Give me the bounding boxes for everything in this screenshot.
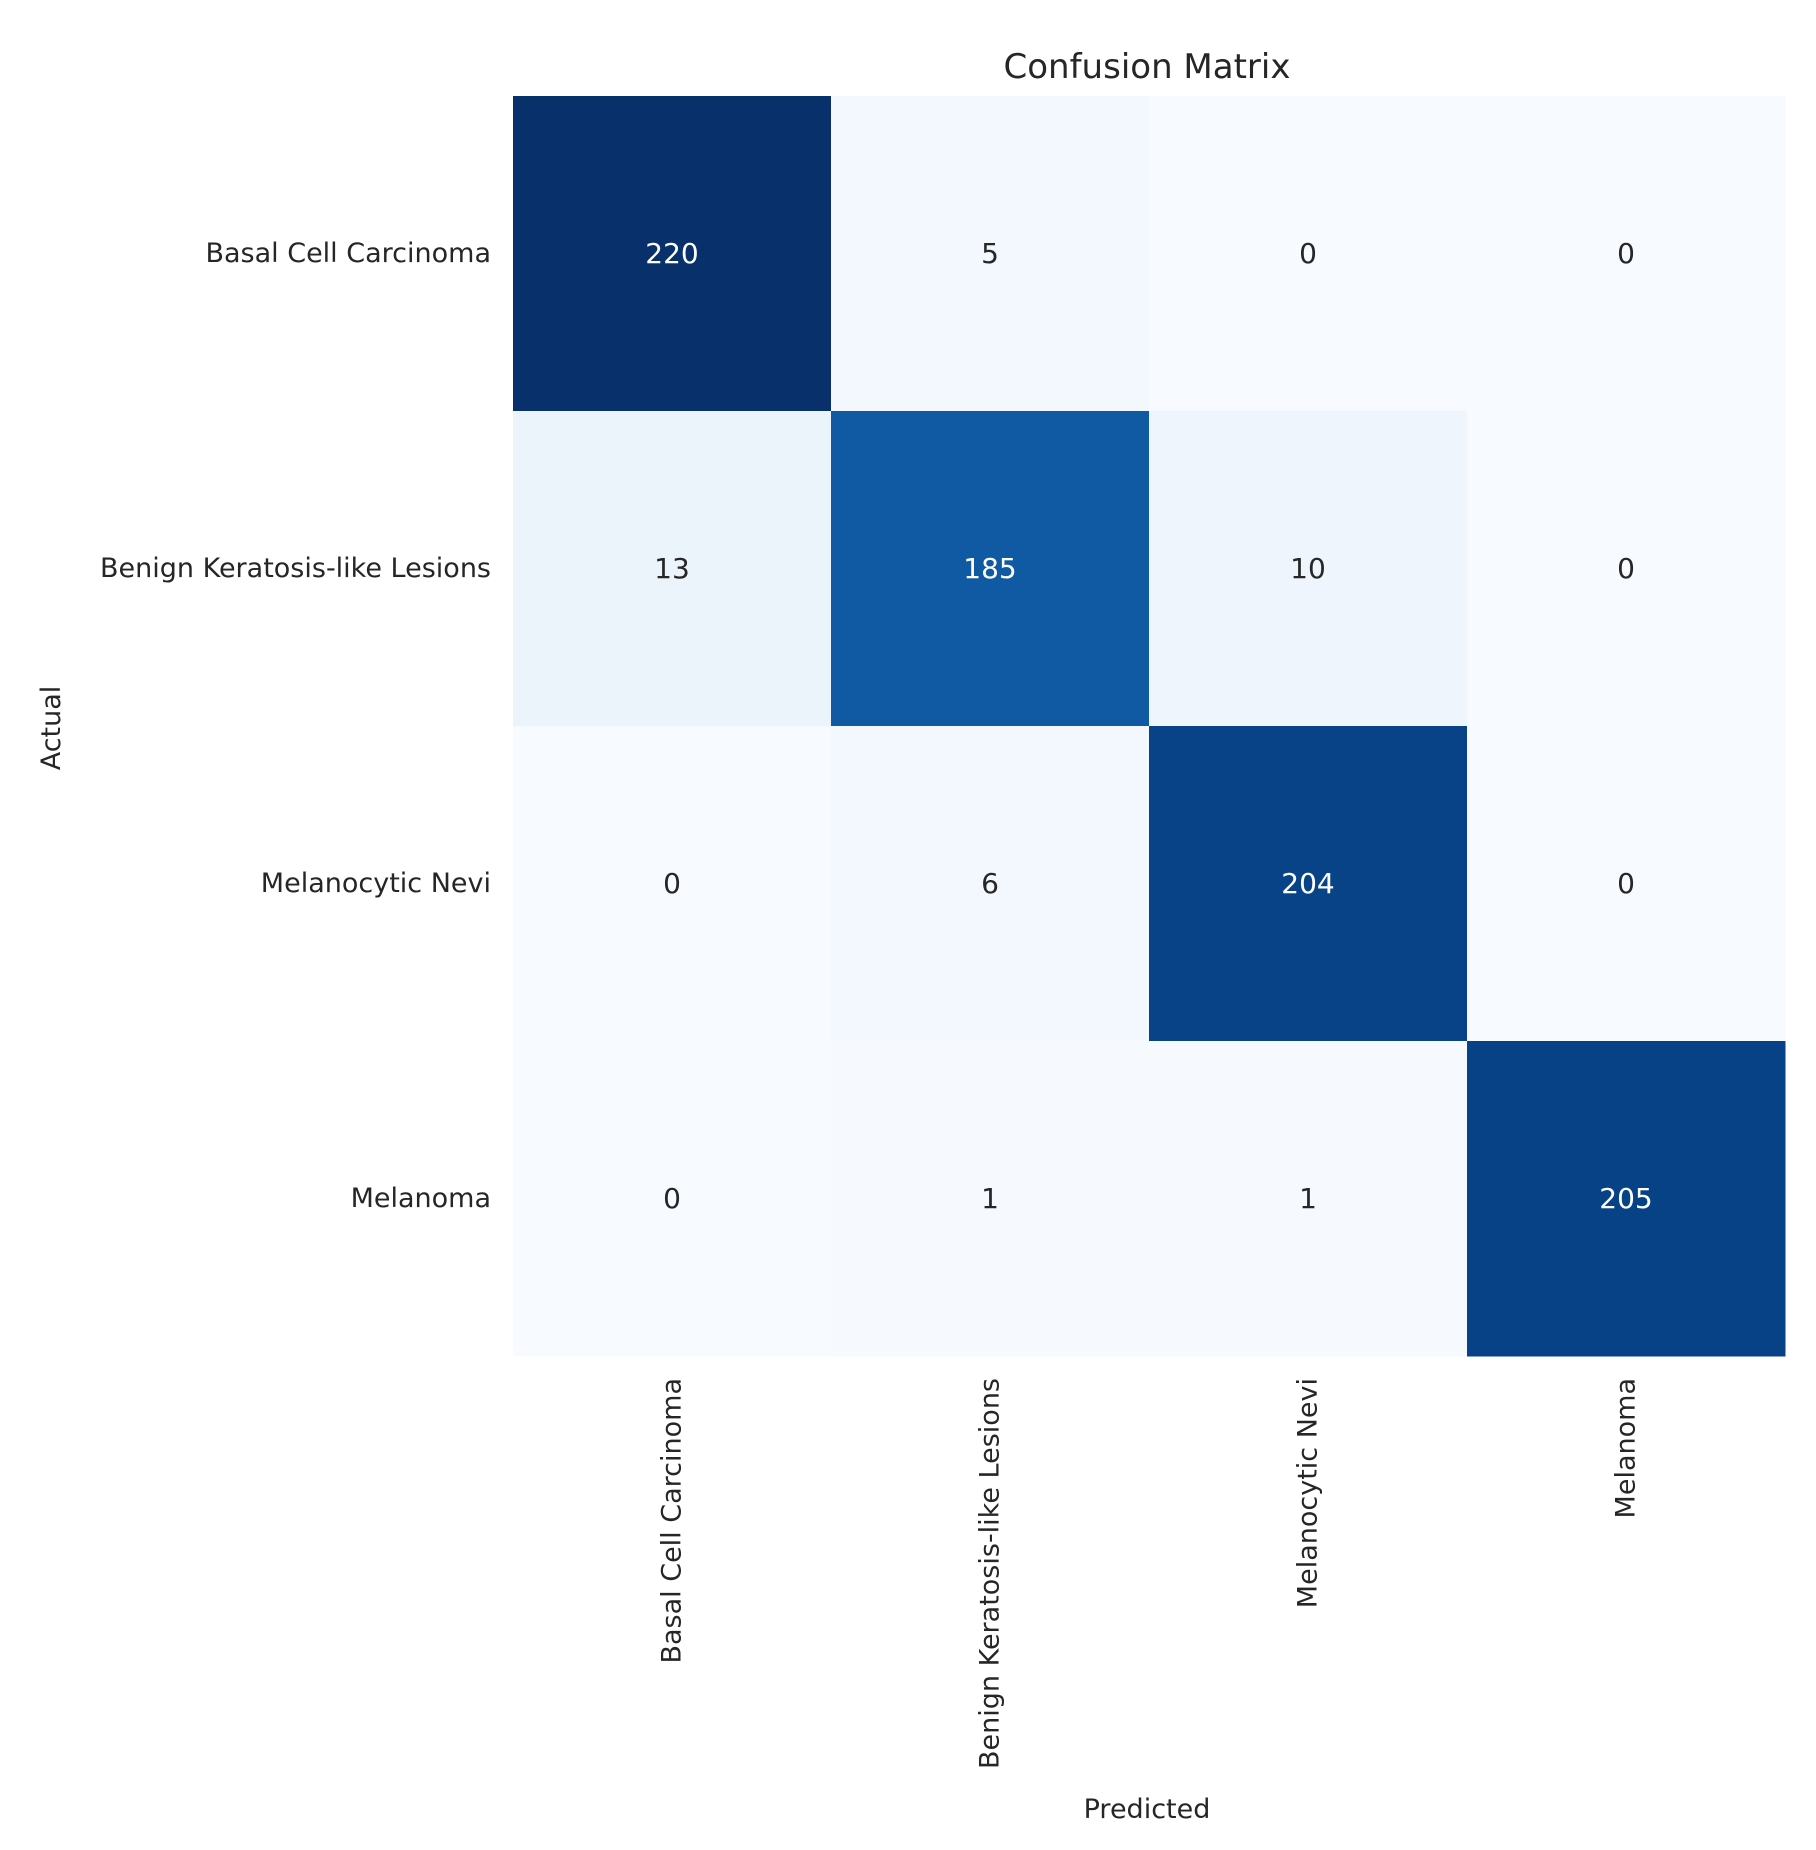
heatmap-cell-r1-c1 — [831, 411, 1150, 727]
heatmap-cell-r3-c2 — [1149, 1041, 1468, 1357]
y-tick-label-2: Melanocytic Nevi — [261, 868, 491, 899]
heatmap-cell-r1-c0 — [513, 411, 832, 727]
y-tick-label-1: Benign Keratosis-like Lesions — [100, 553, 491, 584]
cell-value-r0-c3: 0 — [1617, 237, 1635, 270]
heatmap-cell-r1-c2 — [1149, 411, 1468, 727]
cell-value-r2-c2: 204 — [1281, 867, 1334, 900]
heatmap-cell-r0-c2 — [1149, 96, 1468, 412]
heatmap-cell-r0-c1 — [831, 96, 1150, 412]
cell-value-r0-c2: 0 — [1299, 237, 1317, 270]
heatmap-cell-labels: 220 5 0 0 13 185 10 0 0 6 204 0 0 1 1 205 — [645, 237, 1652, 1215]
heatmap-cell-r2-c0 — [513, 726, 832, 1042]
x-tick-labels: Basal Cell Carcinoma Benign Keratosis-lik… — [657, 1378, 1642, 1769]
cell-value-r2-c1: 6 — [981, 867, 999, 900]
heatmap-cell-r3-c0 — [513, 1041, 832, 1357]
chart-title: Confusion Matrix — [1004, 47, 1291, 87]
heatmap-cell-r1-c3 — [1467, 411, 1786, 727]
cell-value-r1-c0: 13 — [654, 552, 690, 585]
heatmap-cell-r3-c3 — [1467, 1041, 1786, 1357]
x-axis-label: Predicted — [1084, 1794, 1211, 1825]
x-tick-label-2: Melanocytic Nevi — [1293, 1378, 1324, 1608]
cell-value-r1-c3: 0 — [1617, 552, 1635, 585]
y-tick-labels: Basal Cell Carcinoma Benign Keratosis-lik… — [100, 238, 491, 1214]
cell-value-r3-c1: 1 — [981, 1182, 999, 1215]
heatmap-cell-r2-c2 — [1149, 726, 1468, 1042]
cell-value-r0-c1: 5 — [981, 237, 999, 270]
cell-value-r2-c0: 0 — [663, 867, 681, 900]
heatmap-cell-r2-c3 — [1467, 726, 1786, 1042]
y-tick-label-0: Basal Cell Carcinoma — [205, 238, 491, 269]
x-tick-label-0: Basal Cell Carcinoma — [657, 1378, 688, 1664]
heatmap-cell-r3-c1 — [831, 1041, 1150, 1357]
heatmap-cell-r2-c1 — [831, 726, 1150, 1042]
cell-value-r1-c1: 185 — [963, 552, 1016, 585]
cell-value-r3-c0: 0 — [663, 1182, 681, 1215]
y-tick-label-3: Melanoma — [351, 1183, 491, 1214]
cell-value-r1-c2: 10 — [1290, 552, 1326, 585]
heatmap-cell-r0-c0 — [513, 96, 832, 412]
cell-value-r0-c0: 220 — [645, 237, 698, 270]
heatmap-cells — [513, 96, 1786, 1357]
y-axis-label: Actual — [36, 686, 67, 771]
cell-value-r3-c2: 1 — [1299, 1182, 1317, 1215]
cell-value-r3-c3: 205 — [1599, 1182, 1652, 1215]
heatmap-cell-r0-c3 — [1467, 96, 1786, 412]
x-tick-label-1: Benign Keratosis-like Lesions — [975, 1378, 1006, 1769]
x-tick-label-3: Melanoma — [1611, 1378, 1642, 1518]
cell-value-r2-c3: 0 — [1617, 867, 1635, 900]
